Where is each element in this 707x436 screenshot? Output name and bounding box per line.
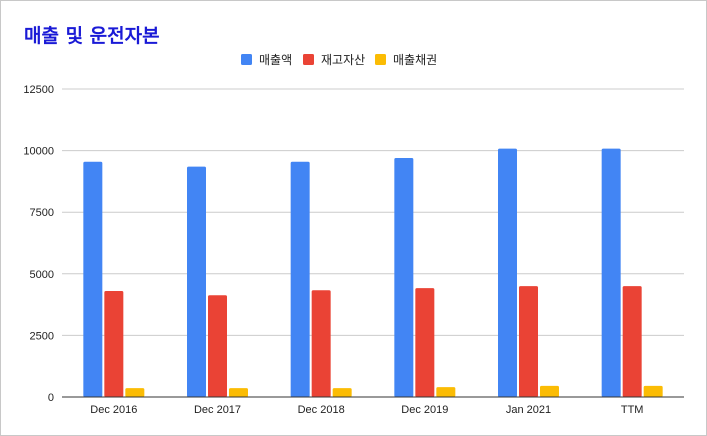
legend-label: 매출채권 <box>393 53 437 67</box>
x-tick-label: TTM <box>621 404 644 416</box>
bar <box>290 161 310 397</box>
bar <box>601 148 621 397</box>
legend-swatch <box>375 54 386 65</box>
bar <box>332 388 352 397</box>
legend-swatch <box>241 54 252 65</box>
x-tick-label: Jan 2021 <box>506 404 551 416</box>
bar <box>498 148 517 397</box>
bar <box>104 291 124 397</box>
bar <box>436 387 456 397</box>
y-tick-label: 5000 <box>30 269 54 281</box>
bar <box>394 157 414 397</box>
bar <box>83 161 103 397</box>
chart-title: 매출 및 운전자본 <box>24 25 160 47</box>
bar <box>622 286 642 397</box>
bar <box>540 385 559 397</box>
bar <box>311 290 331 397</box>
legend-label: 매출액 <box>259 53 292 67</box>
bar <box>415 288 435 397</box>
bar <box>125 388 145 397</box>
y-tick-label: 7500 <box>30 207 54 219</box>
bar <box>519 286 538 397</box>
y-tick-label: 10000 <box>23 146 54 158</box>
bar <box>643 385 663 397</box>
x-tick-label: Dec 2018 <box>298 404 345 416</box>
y-tick-label: 2500 <box>30 330 54 342</box>
bar <box>187 166 206 397</box>
bar <box>229 388 248 397</box>
y-tick-label: 12500 <box>23 84 54 96</box>
y-tick-label: 0 <box>48 392 54 404</box>
x-tick-label: Dec 2016 <box>90 404 137 416</box>
bar <box>208 295 227 397</box>
legend-label: 재고자산 <box>321 53 365 67</box>
x-tick-label: Dec 2019 <box>401 404 448 416</box>
x-tick-label: Dec 2017 <box>194 404 241 416</box>
legend-swatch <box>303 54 314 65</box>
